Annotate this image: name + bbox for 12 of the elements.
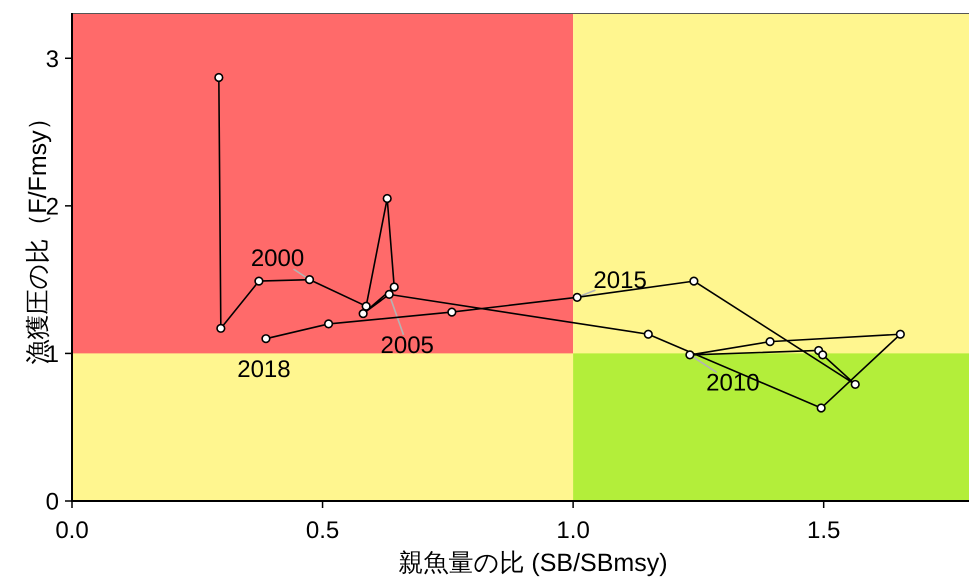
xtick-label: 0.0 — [55, 517, 89, 544]
annotation: 2000 — [250, 245, 304, 272]
ytick-label: 3 — [46, 46, 59, 73]
xtick-label: 0.5 — [306, 517, 340, 544]
annotation: 2018 — [237, 356, 291, 384]
xtick-label: 1.0 — [556, 517, 590, 544]
annotation: 2005 — [380, 332, 434, 359]
ytick-label: 0 — [46, 488, 59, 516]
annotation: 2010 — [706, 369, 760, 396]
xlabel: 親魚量の比 (SB/SBmsy) — [398, 549, 668, 577]
xtick-label: 1.5 — [807, 517, 840, 544]
annotation: 2015 — [593, 266, 647, 294]
